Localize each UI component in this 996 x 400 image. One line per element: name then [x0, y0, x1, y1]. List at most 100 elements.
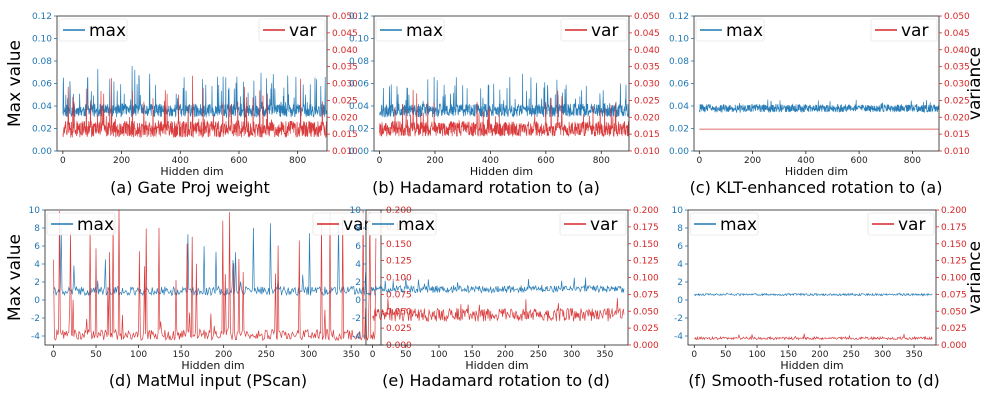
legend-label: max: [77, 215, 114, 235]
legend-label: max: [726, 21, 763, 41]
legend-label: max: [89, 21, 126, 41]
y-right-tick-label: 0.030: [634, 80, 660, 90]
y-right-tick-label: 0.015: [332, 130, 358, 140]
y-axis-label: Max value: [5, 40, 25, 127]
y-left-tick-label: 0.00: [669, 147, 689, 157]
y-right-tick-label: 0.075: [941, 290, 967, 300]
x-tick-label: 200: [744, 156, 761, 166]
y-right-tick-label: 0.075: [386, 290, 412, 300]
x-tick-label: 50: [400, 350, 412, 360]
legend-max: max: [375, 18, 445, 42]
chart-caption: (c) KLT-enhanced rotation to (a): [690, 178, 943, 197]
y-right-tick-label: 0.020: [634, 113, 660, 123]
series-line-max: [379, 73, 629, 118]
y-right-tick-label: 0.015: [944, 130, 970, 140]
legend-var: var: [559, 212, 627, 236]
y-right-tick-label: 0.040: [332, 46, 358, 56]
y-left-tick-label: -2: [352, 314, 361, 324]
y-left-tick-label: -4: [352, 332, 361, 342]
y-right-tick-label: 0.025: [386, 324, 412, 334]
legend-box: [695, 18, 765, 42]
legend-box: [367, 212, 437, 236]
x-tick-label: 800: [289, 156, 306, 166]
chart-caption: (d) MatMul input (PScan): [109, 371, 307, 390]
x-axis-label: Hidden dim: [785, 165, 848, 178]
y-left-tick-label: -4: [31, 332, 40, 342]
x-axis-label: Hidden dim: [181, 359, 244, 372]
x-tick-label: 300: [563, 350, 580, 360]
series-line-var: [62, 75, 327, 139]
y-right-tick-label: 0.050: [634, 12, 660, 22]
x-tick-label: 150: [780, 350, 797, 360]
y-axis-label-right: variance: [965, 47, 985, 120]
y-right-tick-label: 0.125: [941, 257, 967, 267]
y-left-tick-label: 0.06: [32, 80, 52, 90]
y-left-tick-label: 0.10: [669, 35, 689, 45]
x-tick-label: 800: [904, 156, 921, 166]
y-right-tick-label: 0.015: [634, 130, 660, 140]
x-tick-label: 0: [60, 156, 66, 166]
y-left-tick-label: 0.02: [669, 125, 689, 135]
x-tick-label: 250: [530, 350, 547, 360]
legend-max: max: [695, 18, 765, 42]
y-left-tick-label: 10: [29, 206, 41, 216]
x-axis-label: Hidden dim: [160, 165, 223, 178]
x-tick-label: 0: [51, 350, 57, 360]
y-left-tick-label: 0.04: [32, 102, 52, 112]
y-right-tick-label: 0.010: [944, 147, 970, 157]
y-right-tick-label: 0.010: [332, 147, 358, 157]
x-tick-label: 50: [720, 350, 732, 360]
x-tick-label: 200: [215, 350, 232, 360]
legend-label: var: [289, 21, 316, 41]
y-left-tick-label: 4: [677, 260, 683, 270]
y-right-tick-label: 0.025: [633, 324, 659, 334]
y-left-tick-label: 0: [677, 296, 683, 306]
y-left-tick-label: -2: [31, 314, 40, 324]
y-right-tick-label: 0.000: [633, 341, 659, 351]
y-left-tick-label: 2: [34, 278, 40, 288]
legend-label: var: [901, 21, 928, 41]
x-tick-label: 150: [173, 350, 190, 360]
y-right-tick-label: 0.035: [944, 63, 970, 73]
x-tick-label: 400: [797, 156, 814, 166]
chart-panel-d: 0 50 100 150 200 250 300 350-4-202468100.0000.0…: [5, 206, 412, 390]
y-right-tick-label: 0.050: [944, 12, 970, 22]
x-tick-label: 600: [851, 156, 868, 166]
y-left-tick-label: 0.00: [32, 147, 52, 157]
x-tick-label: 400: [172, 156, 189, 166]
series-line-max: [62, 65, 327, 119]
chart-panel-b: 0 200 400 600 800 0.00 0.02 0.04 0.06 0.08 0.10 0.1…: [349, 12, 660, 197]
x-tick-label: 0: [696, 156, 702, 166]
y-right-tick-label: 0.020: [332, 113, 358, 123]
legend-box: [258, 18, 326, 42]
series-line-max: [698, 99, 939, 114]
chart-panel-f: 0 50 100 150 200 250 300 350 -4 -2 0 2 4 6 8 10 0.000 0.0…: [672, 206, 985, 390]
y-right-tick-label: 0.200: [633, 206, 659, 216]
y-right-tick-label: 0.075: [633, 290, 659, 300]
y-right-tick-label: 0.040: [944, 46, 970, 56]
legend-box: [559, 212, 627, 236]
x-tick-label: 0: [370, 350, 376, 360]
y-right-tick-label: 0.030: [944, 80, 970, 90]
x-tick-label: 0: [691, 350, 697, 360]
series-line-var: [53, 210, 377, 342]
chart-panel-e: 0 50 100 150 200 250 300 350 -4 -2 0 2 4 6 8 10 0.000 0.0…: [350, 206, 659, 390]
y-left-tick-label: 0.04: [669, 102, 689, 112]
x-tick-label: 100: [130, 350, 147, 360]
x-tick-label: 600: [230, 156, 247, 166]
y-left-tick-label: 2: [677, 278, 683, 288]
legend-max: max: [58, 18, 128, 42]
chart-panel-c: 0 200 400 600 800 0.00 0.02 0.04 0.06 0.08 0.10 0.1…: [669, 12, 985, 197]
y-left-tick-label: 4: [34, 260, 40, 270]
y-left-tick-label: 6: [355, 242, 361, 252]
x-tick-label: 200: [113, 156, 130, 166]
x-tick-label: 400: [482, 156, 499, 166]
y-right-tick-label: 0.025: [634, 96, 660, 106]
x-tick-label: 300: [300, 350, 317, 360]
y-right-tick-label: 0.050: [332, 12, 358, 22]
y-left-tick-label: 4: [355, 260, 361, 270]
chart-panel-a: 0 200 400 600 800 0.00 0.02 0.04 0.06 0.08 0.10 0.1…: [5, 12, 358, 197]
legend-var: var: [560, 18, 628, 42]
legend-var: var: [258, 18, 326, 42]
legend-box: [560, 18, 628, 42]
